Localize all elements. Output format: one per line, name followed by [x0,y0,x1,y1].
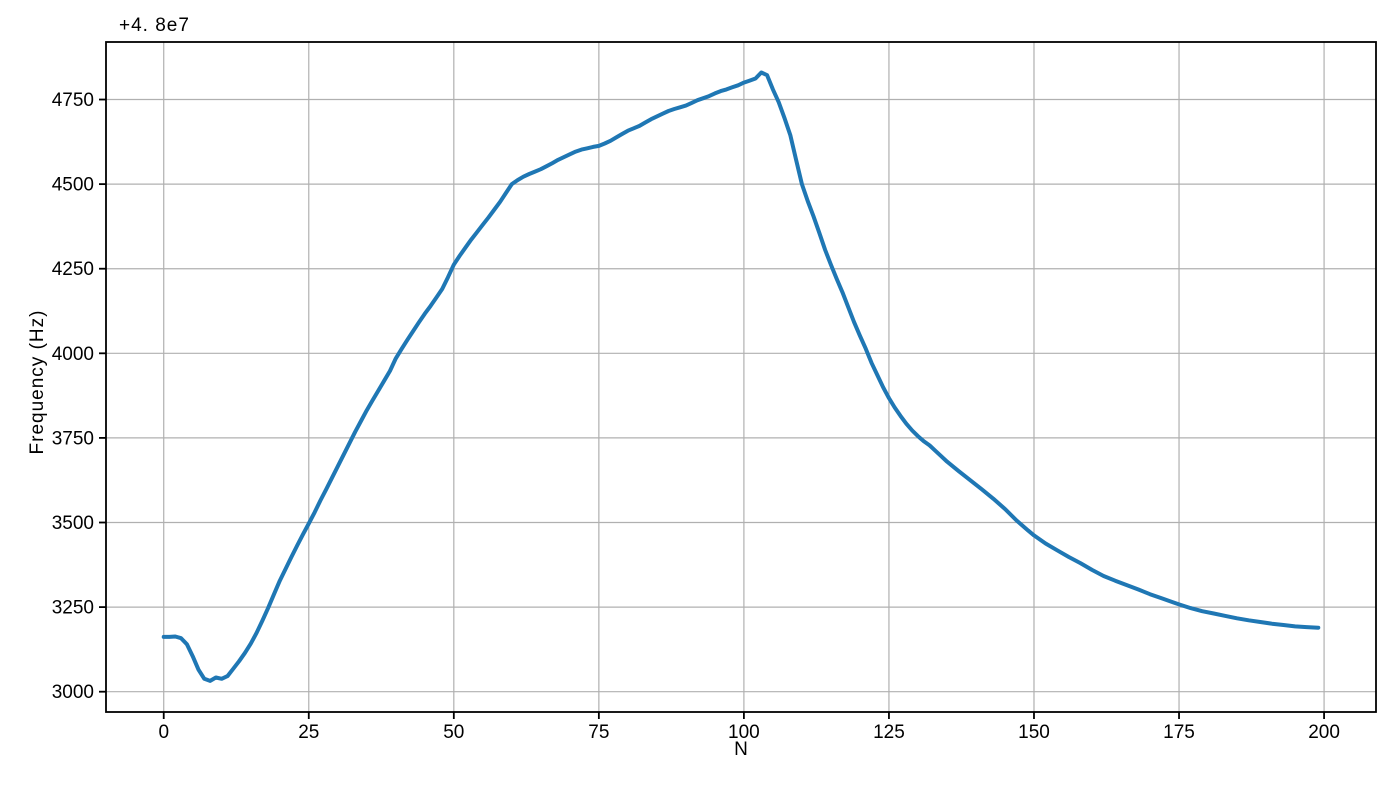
y-axis-title: Frequency (Hz) [27,309,48,455]
x-axis-title: N [734,739,748,760]
y-tick-label: 3000 [52,682,94,703]
x-tick-label: 175 [1163,722,1195,743]
y-tick-label: 3500 [52,513,94,534]
y-tick-label: 4000 [52,344,94,365]
y-tick-label: 4500 [52,175,94,196]
axes-frame [105,41,1377,713]
y-tick-label: 4750 [52,90,94,111]
x-tick-label: 25 [298,722,319,743]
x-tick-label: 75 [588,722,609,743]
y-tick-label: 3750 [52,428,94,449]
x-tick-label: 100 [728,722,760,743]
x-tick-label: 0 [158,722,169,743]
y-tick-label: 4250 [52,259,94,280]
y-axis-offset-label: +4. 8e7 [119,15,190,36]
y-tick-label: 3250 [52,598,94,619]
x-tick-label: 50 [443,722,464,743]
x-tick-label: 125 [873,722,905,743]
x-tick-label: 150 [1018,722,1050,743]
x-tick-label: 200 [1308,722,1340,743]
data-line [161,70,1321,683]
